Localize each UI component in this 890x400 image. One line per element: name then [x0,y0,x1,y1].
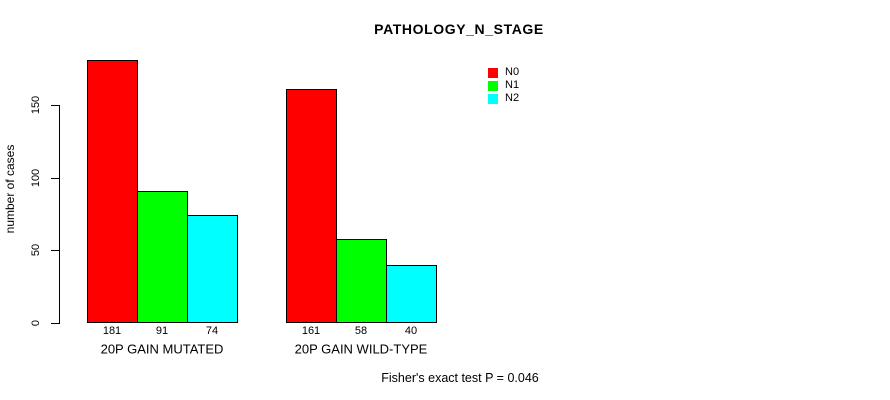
bar-n0 [286,89,337,323]
y-axis-tick [51,323,59,324]
legend-item: N1 [488,79,519,92]
y-tick-label: 0 [30,319,42,327]
y-tick-label: 100 [30,168,42,188]
pvalue-annotation: Fisher's exact test P = 0.046 [381,371,539,385]
y-tick-label: 150 [30,95,42,115]
bar-n0 [87,60,138,323]
bar-n2 [187,215,238,323]
bar-value-label: 58 [354,325,368,337]
legend-label: N0 [505,66,520,78]
legend: N0 N1 N2 [488,66,519,105]
legend-item: N2 [488,92,519,105]
bar-n1 [336,239,387,323]
y-axis-tick [51,250,59,251]
legend-item: N0 [488,66,519,79]
category-label: 20P GAIN MUTATED [100,341,224,357]
bar-value-label: 40 [404,325,418,337]
y-tick-label: 50 [30,243,42,257]
chart-title: PATHOLOGY_N_STAGE [374,21,544,37]
y-axis-line [59,105,60,324]
bar-n1 [137,191,188,323]
legend-swatch [488,93,498,104]
bar-value-label: 74 [205,325,219,337]
legend-label: N1 [505,79,520,91]
bar-value-label: 161 [301,325,321,337]
y-axis-tick [51,105,59,106]
bar-value-label: 91 [155,325,169,337]
legend-label: N2 [505,92,520,104]
legend-swatch [488,80,498,91]
legend-swatch [488,67,498,78]
bar-value-label: 181 [102,325,122,337]
y-axis-tick [51,178,59,179]
bar-n2 [386,265,437,323]
category-label: 20P GAIN WILD-TYPE [294,341,428,357]
